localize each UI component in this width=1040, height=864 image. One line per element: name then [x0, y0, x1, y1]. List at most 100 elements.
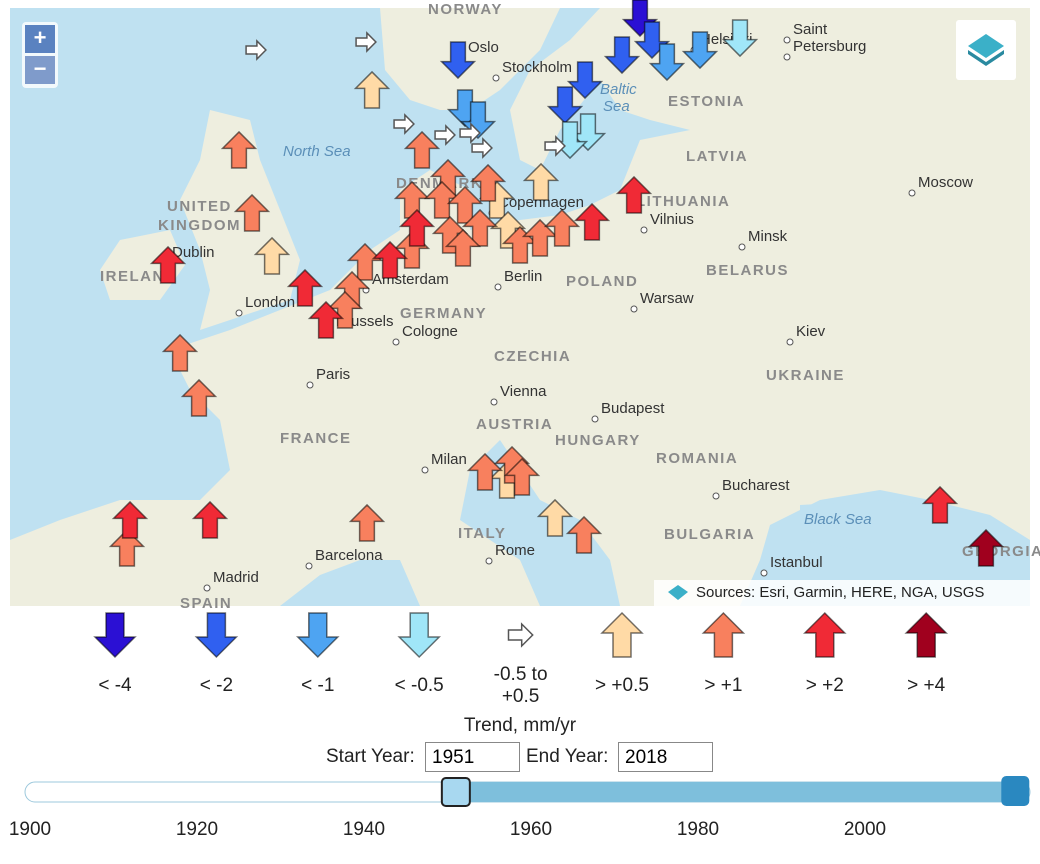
map-marker	[471, 137, 493, 159]
city-dot	[392, 338, 400, 346]
zoom-in-button[interactable]	[25, 25, 55, 53]
map-label: Kiev	[796, 323, 826, 340]
city-dot	[485, 557, 493, 565]
map-marker	[346, 242, 384, 281]
map-label: BELARUS	[706, 262, 789, 279]
map-label: LATVIA	[686, 148, 748, 165]
map-label: Cologne	[402, 323, 458, 340]
slider-tick-label: 1960	[510, 819, 552, 840]
city-dot	[786, 338, 794, 346]
zoom-out-button[interactable]	[25, 56, 55, 84]
map-label: ESTONIA	[668, 93, 745, 110]
map-marker	[149, 245, 187, 284]
map-marker	[566, 61, 604, 100]
map-label: Saint	[793, 21, 828, 38]
slider-range	[455, 782, 1016, 802]
city-dot	[492, 74, 500, 82]
legend-title: Trend, mm/yr	[464, 715, 577, 736]
map-marker	[543, 208, 581, 247]
legend-label: < -0.5	[395, 675, 444, 696]
map-marker	[603, 36, 641, 75]
legend-swatch	[904, 611, 949, 658]
map-label: Baltic	[600, 81, 637, 98]
map-label: Milan	[431, 451, 467, 468]
end-handle[interactable]	[1001, 776, 1030, 806]
city-dot	[712, 492, 720, 500]
map-label: LITHUANIA	[636, 193, 730, 210]
map-marker	[469, 163, 507, 202]
city-dot	[490, 398, 498, 406]
esri-icon	[668, 585, 688, 600]
map-label: Moscow	[918, 174, 973, 191]
map-label: Vilnius	[650, 211, 694, 228]
map-marker	[233, 193, 271, 232]
land-norway	[380, 8, 560, 110]
start-handle[interactable]	[440, 777, 471, 807]
map-marker	[439, 41, 477, 80]
zoom-in-label: +	[34, 25, 47, 50]
map-label: Copenhagen	[498, 194, 584, 211]
city-dot	[494, 283, 502, 291]
map-label: Black Sea	[804, 511, 872, 528]
map-label: KINGDOM	[158, 217, 241, 234]
map-label: GERMANY	[400, 305, 487, 322]
start-year-input[interactable]: 1951	[425, 742, 520, 772]
legend-label: -0.5 to +0.5	[494, 664, 548, 707]
land-continent	[10, 8, 1030, 606]
map-marker	[161, 333, 199, 372]
city-dot	[783, 36, 791, 44]
map-marker	[489, 210, 527, 249]
slider-tick-label: 1980	[677, 819, 719, 840]
map-marker	[967, 528, 1005, 567]
legend-label: > +2	[806, 675, 844, 696]
map-marker	[245, 39, 267, 61]
map-label: POLAND	[566, 273, 638, 290]
map-marker	[398, 208, 436, 247]
map-marker	[573, 202, 611, 241]
legend-label: > +4	[907, 675, 945, 696]
map-marker	[355, 31, 377, 53]
map-label: Paris	[316, 366, 350, 383]
map-marker	[446, 185, 484, 224]
map-label: Warsaw	[640, 290, 694, 307]
map-label: ROMANIA	[656, 450, 738, 467]
legend-label: < -4	[98, 675, 132, 696]
map-marker	[307, 300, 345, 339]
map-marker	[466, 452, 504, 491]
slider-tick-label: 1920	[176, 819, 218, 840]
map-marker	[191, 500, 229, 539]
legend-swatch	[600, 611, 644, 658]
map-marker	[434, 124, 456, 146]
map[interactable]	[10, 8, 1030, 606]
map-label: NORWAY	[428, 1, 503, 18]
map-marker	[180, 378, 218, 417]
map-marker	[444, 228, 482, 267]
map-marker	[721, 19, 759, 58]
map-marker	[111, 500, 149, 539]
legend-swatch	[397, 612, 442, 659]
map-label: Vienna	[500, 383, 547, 400]
map-marker	[286, 268, 324, 307]
end-year-input[interactable]: 2018	[618, 742, 713, 772]
map-label: CZECHIA	[494, 348, 571, 365]
land-britain	[180, 110, 300, 330]
layers-icon	[968, 50, 1004, 66]
map-marker	[503, 457, 541, 496]
map-label: Petersburg	[793, 38, 866, 55]
map-label: Sea	[603, 98, 630, 115]
map-marker	[522, 162, 560, 201]
map-label: Budapest	[601, 400, 665, 417]
end-label: End Year:	[526, 746, 609, 767]
map-label: Barcelona	[315, 547, 383, 564]
map-marker	[353, 70, 391, 109]
map-marker	[546, 86, 584, 125]
legend-swatch	[507, 622, 534, 648]
map-label: HUNGARY	[555, 432, 641, 449]
city-dot	[305, 562, 313, 570]
map-label: Dublin	[172, 244, 215, 261]
legend-swatch	[802, 611, 847, 658]
map-label: Minsk	[748, 228, 788, 245]
attribution: Sources: Esri, Garmin, HERE, NGA, USGS	[696, 584, 984, 601]
city-dot	[203, 584, 211, 592]
